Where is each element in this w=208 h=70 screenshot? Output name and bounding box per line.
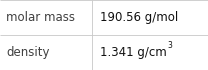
- Text: density: density: [6, 46, 50, 59]
- Text: 190.56 g/mol: 190.56 g/mol: [100, 11, 178, 24]
- Text: 3: 3: [168, 41, 172, 50]
- Text: 1.341 g/cm: 1.341 g/cm: [100, 46, 167, 59]
- Text: molar mass: molar mass: [6, 11, 75, 24]
